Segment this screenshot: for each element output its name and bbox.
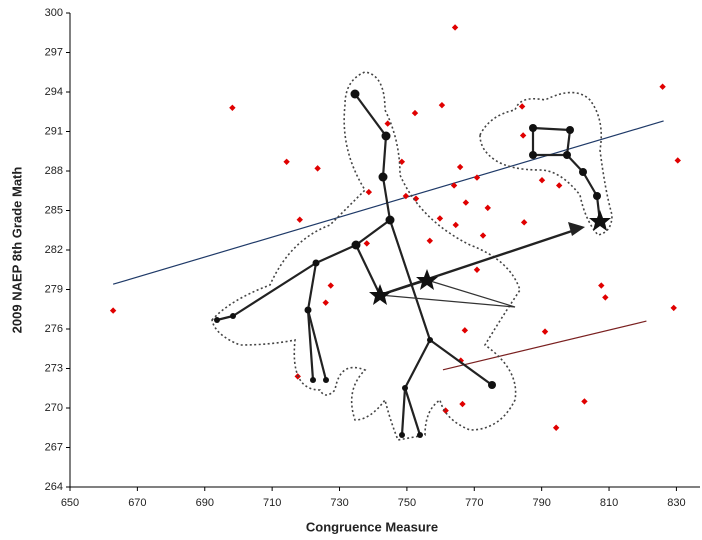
point	[451, 24, 459, 31]
x-tick-label: 770	[465, 497, 483, 509]
point	[670, 304, 677, 312]
point	[519, 132, 527, 139]
point	[363, 240, 371, 247]
y-tick-label: 285	[45, 204, 63, 216]
point	[426, 237, 434, 244]
point	[484, 204, 491, 212]
point	[552, 424, 560, 431]
point	[436, 215, 444, 222]
y-tick-label: 279	[45, 283, 63, 295]
point	[479, 232, 487, 239]
point	[555, 182, 563, 189]
y-tick-label: 267	[45, 441, 63, 453]
x-tick-label: 830	[667, 497, 685, 509]
plot-area: 264 267 270 273 276 279 282 285 288 291 294 297 300 6…	[45, 7, 700, 509]
point	[229, 104, 236, 111]
point	[581, 398, 588, 405]
y-tick-label: 300	[45, 7, 63, 19]
y-axis-title: 2009 NAEP 8th Grade Math	[9, 167, 24, 334]
y-tick-label: 264	[45, 481, 63, 493]
point	[602, 294, 609, 301]
x-tick-label: 690	[196, 497, 214, 509]
point	[473, 174, 481, 181]
point	[520, 219, 528, 226]
trend-line	[442, 320, 647, 371]
point	[296, 216, 303, 223]
point	[452, 221, 459, 229]
point	[327, 282, 334, 289]
x-tick-label: 750	[398, 497, 416, 509]
point	[438, 101, 446, 109]
y-tick-label: 288	[45, 165, 63, 177]
point	[674, 157, 681, 164]
y-tick-label: 273	[45, 362, 63, 374]
x-tick-label: 710	[263, 497, 281, 509]
point	[459, 400, 466, 408]
point	[598, 282, 605, 289]
constellation-drawing	[211, 71, 613, 441]
trend-line	[112, 120, 664, 285]
x-axis-title: Congruence Measure	[306, 519, 438, 534]
y-tick-label: 291	[45, 125, 63, 137]
point	[456, 163, 464, 171]
y-tick-label: 297	[45, 46, 63, 58]
point	[659, 83, 666, 90]
y-tick-label: 270	[45, 402, 63, 414]
point	[412, 195, 420, 202]
point	[314, 165, 321, 172]
point	[518, 103, 526, 110]
point	[538, 177, 546, 184]
point	[109, 307, 117, 314]
x-tick-label: 670	[128, 497, 146, 509]
x-tick-label: 790	[532, 497, 550, 509]
point	[365, 188, 373, 196]
point	[473, 266, 481, 273]
y-tick-label: 276	[45, 323, 63, 335]
point	[541, 328, 549, 335]
point	[402, 192, 410, 200]
x-tick-label: 650	[61, 497, 79, 509]
point	[283, 158, 290, 165]
y-tick-label: 282	[45, 244, 63, 256]
point	[462, 199, 470, 206]
point	[411, 109, 419, 117]
y-tick-label: 294	[45, 86, 63, 98]
point	[450, 182, 458, 189]
x-tick-label: 730	[330, 497, 348, 509]
point	[384, 120, 391, 127]
point	[322, 299, 329, 306]
point	[461, 327, 469, 334]
x-tick-label: 810	[600, 497, 618, 509]
